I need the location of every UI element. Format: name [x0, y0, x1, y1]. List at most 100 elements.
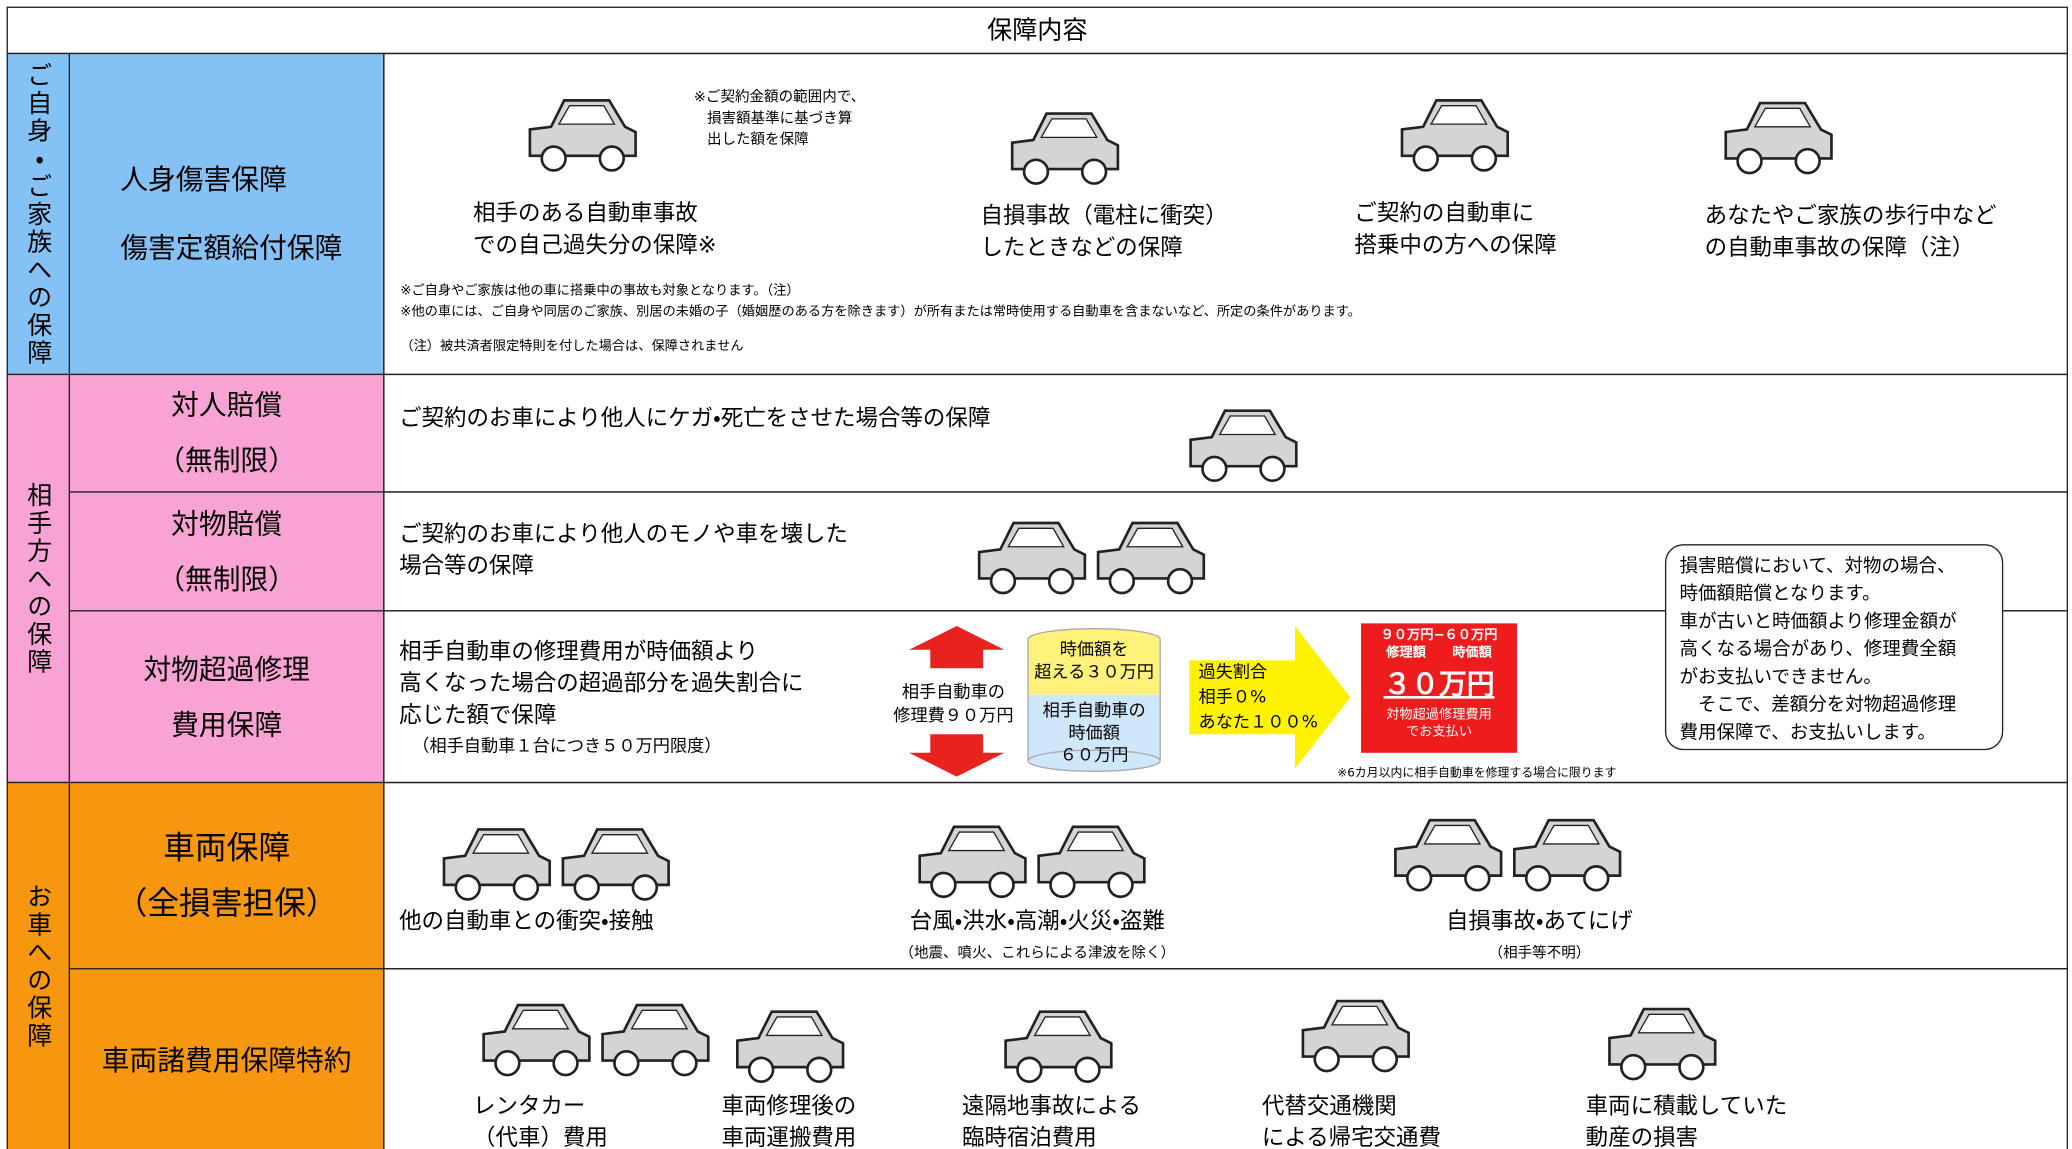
row-name: 車両諸費用保障特約	[68, 968, 385, 1149]
item: 相手のある自動車事故 での自己過失分の保障※	[473, 198, 716, 261]
text-line: 損害賠償において、対物の場合、	[1679, 556, 1956, 578]
text-line: 場合等の保障	[399, 553, 534, 580]
text-line: 車が古いと時価額より修理金額が	[1679, 611, 1957, 633]
text-line: 遠隔地事故による	[961, 1093, 1142, 1120]
illustration	[1608, 1007, 1717, 1081]
text-line: 損害額基準に基づき算	[706, 109, 853, 127]
name-line: 対物賠償	[171, 507, 283, 540]
text-line: による帰宅交通費	[1261, 1125, 1441, 1149]
diagram-shapes	[909, 626, 1351, 777]
text-line: あなた１００%	[1198, 713, 1318, 733]
name-line: 車両諸費用保障特約	[101, 1044, 352, 1076]
group-label: ご自身・ご家族への保障	[6, 52, 71, 376]
name-line: 対物超過修理	[143, 653, 310, 685]
item: 他の自動車との衝突・接触	[399, 908, 654, 936]
text-line: 出した額を保障	[706, 130, 809, 148]
text-line: 修理費９０万円	[893, 706, 1014, 727]
text-line: 台風・洪水・高潮・火災・盗難	[909, 908, 1165, 936]
item: 自損事故（電柱に衝突） したときなどの保障	[980, 201, 1227, 264]
footnotes: ※ご自身やご家族は他の車に搭乗中の事故も対象となります。（注） ※他の車には、ご自…	[400, 281, 1361, 358]
text-line: レンタカー	[473, 1093, 586, 1120]
item: 遠隔地事故による 臨時宿泊費用	[962, 1091, 1141, 1149]
text-line: 相手０%	[1198, 688, 1267, 708]
desc: ご契約のお車により他人にケガ・死亡をさせた場合等の保障	[399, 403, 990, 435]
illustration	[1004, 1010, 1113, 1083]
illustration	[1301, 999, 1410, 1073]
illustration	[977, 521, 1206, 595]
text-line: 応じた額で保障	[399, 702, 557, 730]
illustration	[1400, 99, 1510, 172]
text-line: ６０万円	[1059, 746, 1129, 767]
text-line: 時価額を	[1059, 640, 1129, 661]
text-line: 過失割合	[1198, 662, 1268, 683]
text-line: でお支払い	[1405, 725, 1473, 740]
text-line: ※ご自身やご家族は他の車に搭乗中の事故も対象となります。（注）	[400, 283, 800, 299]
item: 車両に積載していた 動産の損害	[1586, 1091, 1788, 1149]
text-line: ※ご契約金額の範囲内で、	[693, 88, 866, 106]
diagram-label: 過失割合相手０% あなた１００%	[1199, 660, 1318, 735]
content-cell	[383, 968, 2068, 1149]
header-title: 保障内容	[6, 6, 2068, 55]
item: 車両修理後の 車両運搬費用	[721, 1091, 856, 1149]
text-line: 動産の損害	[1585, 1125, 1698, 1149]
illustration	[1394, 818, 1622, 892]
payment-note: ※6カ月以内に相手自動車を修理する場合に限ります	[1337, 767, 1617, 781]
text-line: （地震、噴火、これらによる津波を除く）	[899, 944, 1176, 962]
text-line: 高くなる場合があり、修理費全額	[1679, 639, 1957, 661]
item: 自損事故・あてにげ （相手等不明）	[1374, 906, 1704, 969]
text-line: 対物超過修理費用	[1386, 707, 1492, 723]
text-line: ９０万円−６０万円	[1380, 628, 1498, 644]
payment-box: ９０万円−６０万円 修理額 時価額 ３０万円対物超過修理費用 でお支払い	[1361, 623, 1517, 753]
name-line: 費用保障	[171, 708, 283, 741]
item: 台風・洪水・高潮・火災・盗難 （地震、噴火、これらによる津波を除く）	[846, 906, 1229, 969]
row-name: 車両保障 （全損害担保）	[68, 781, 385, 970]
illustration	[1189, 409, 1298, 483]
row-name: 対物賠償 （無制限）	[68, 491, 385, 612]
text-line: ３０万円	[1383, 668, 1495, 700]
row-name: 対人賠償 （無制限）	[68, 373, 385, 493]
text-line: 車両修理後の	[721, 1093, 857, 1120]
item: 代替交通機関 による帰宅交通費	[1262, 1091, 1441, 1149]
item: レンタカー （代車）費用	[473, 1091, 608, 1149]
item: ご契約の自動車に 搭乗中の方への保障	[1354, 198, 1556, 261]
text-line: 超える３０万円	[1034, 662, 1154, 683]
text-line: ※他の車には、ご自身や同居のご家族、別居の未婚の子（婚姻歴のある方を除きます）が…	[400, 305, 1361, 320]
text-line: 時価額賠償となります。	[1679, 583, 1881, 605]
illustration	[528, 99, 637, 172]
name-line: 人身傷害保障	[120, 163, 287, 196]
item: あなたやご家族の歩行中など の自動車事故の保障（注）	[1705, 201, 1997, 264]
illustration	[736, 1010, 845, 1083]
text-line: 修理額 時価額	[1386, 645, 1492, 661]
name-line: 車両保障	[163, 829, 291, 867]
text-line: 高くなった場合の超過部分を過失割合に	[399, 670, 804, 698]
text-line: あなたやご家族の歩行中など	[1704, 203, 1997, 230]
text-line: 費用保障で、お支払いします。	[1679, 722, 1936, 744]
illustration	[442, 828, 670, 901]
note: ※ご契約金額の範囲内で、 損害額基準に基づき算 出した額を保障	[694, 87, 865, 150]
desc: 相手自動車の修理費用が時価額より 高くなった場合の超過部分を過失割合に 応じた額で保…	[399, 637, 803, 764]
text-line: （注）被共済者限定特則を付した場合は、保障されません	[400, 339, 744, 354]
name-line: 対人賠償	[171, 389, 283, 422]
name-line: （無制限）	[157, 563, 296, 595]
illustration	[1724, 101, 1833, 175]
text-line: ご契約の自動車に	[1354, 200, 1535, 228]
row-name: 人身傷害保障 傷害定額給付保障	[68, 52, 385, 376]
text-line: 自損事故・あてにげ	[1445, 908, 1633, 936]
illustration	[482, 1003, 710, 1077]
diagram-label: 相手自動車の 修理費９０万円	[893, 681, 1013, 729]
text-line: ご契約のお車により他人にケガ・死亡をさせた場合等の保障	[399, 405, 991, 432]
group-label: 相手方への保障	[6, 373, 71, 784]
text-line: そこで、差額分を対物超過修理	[1679, 694, 1957, 716]
text-line: 時価額	[1068, 723, 1120, 744]
text-line: 自損事故（電柱に衝突）	[980, 203, 1228, 230]
text-line: での自己過失分の保障※	[473, 232, 717, 259]
desc: ご契約のお車により他人のモノや車を壊した 場合等の保障	[399, 519, 848, 582]
text-line: 車両運搬費用	[721, 1125, 857, 1149]
text-line: の自動車事故の保障（注）	[1704, 235, 1975, 262]
row-name: 対物超過修理 費用保障	[68, 610, 385, 784]
group-label: お車への保障	[6, 781, 71, 1149]
text-line: （相手等不明）	[1488, 944, 1591, 962]
illustration	[1010, 112, 1120, 185]
